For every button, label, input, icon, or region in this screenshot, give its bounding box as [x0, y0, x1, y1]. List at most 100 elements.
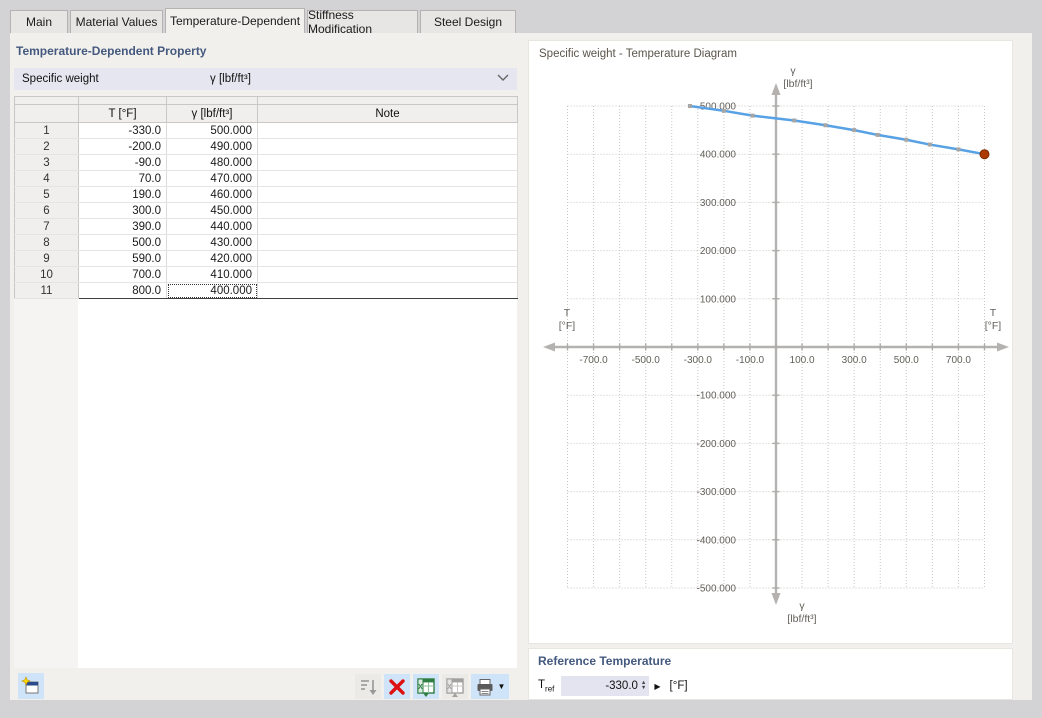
table-body: 1 -330.0 500.000 2 -200.0 490.000 3 -90.0 480.00…: [14, 122, 518, 299]
table-row: 2 -200.0 490.000: [14, 138, 518, 155]
svg-text:γ: γ: [790, 65, 796, 77]
note-cell[interactable]: [257, 122, 518, 139]
tref-value[interactable]: -330.0: [605, 680, 638, 692]
new-window-star-icon: [21, 676, 39, 694]
dialog-content: Temperature-Dependent Property Specific …: [10, 33, 1032, 700]
note-cell[interactable]: [257, 186, 518, 203]
row-number-cell[interactable]: 9: [14, 250, 79, 267]
svg-text:200.000: 200.000: [700, 246, 737, 257]
tref-spinner[interactable]: ▲ ▼: [640, 680, 647, 691]
property-name: Specific weight: [22, 73, 99, 85]
gamma-cell[interactable]: 400.000: [166, 282, 258, 299]
note-cell[interactable]: [257, 234, 518, 251]
table-row: 4 70.0 470.000: [14, 170, 518, 187]
tref-apply-arrow-icon[interactable]: ▶: [654, 681, 661, 691]
svg-text:500.000: 500.000: [700, 102, 737, 113]
svg-text:-100.000: -100.000: [697, 391, 737, 402]
svg-text:300.0: 300.0: [842, 355, 867, 366]
left-section-title: Temperature-Dependent Property: [16, 44, 207, 58]
t-cell[interactable]: 590.0: [78, 250, 167, 267]
svg-text:[lbf/ft³]: [lbf/ft³]: [787, 613, 816, 625]
table-row: 3 -90.0 480.000: [14, 154, 518, 171]
gamma-cell[interactable]: 500.000: [166, 122, 258, 139]
svg-text:400.000: 400.000: [700, 150, 737, 161]
t-cell[interactable]: -200.0: [78, 138, 167, 155]
table-row: 1 -330.0 500.000: [14, 122, 518, 139]
gamma-cell[interactable]: 450.000: [166, 202, 258, 219]
print-button[interactable]: ▼: [471, 674, 509, 699]
tab-stiffness-modification[interactable]: Stiffness Modification: [307, 8, 418, 36]
gamma-cell[interactable]: 490.000: [166, 138, 258, 155]
row-number-cell[interactable]: 8: [14, 234, 79, 251]
gamma-column-header[interactable]: γ [lbf/ft³]: [166, 104, 258, 123]
row-number-cell[interactable]: 7: [14, 218, 79, 235]
svg-text:500.0: 500.0: [894, 355, 919, 366]
t-cell[interactable]: 390.0: [78, 218, 167, 235]
table-row: 5 190.0 460.000: [14, 186, 518, 203]
tab-steel-design[interactable]: Steel Design: [420, 10, 516, 33]
t-cell[interactable]: 190.0: [78, 186, 167, 203]
table-row: 11 800.0 400.000: [14, 282, 518, 299]
gamma-cell[interactable]: 430.000: [166, 234, 258, 251]
svg-text:-400.000: -400.000: [697, 535, 737, 546]
import-excel-button: X: [442, 674, 468, 699]
row-number-cell[interactable]: 3: [14, 154, 79, 171]
t-cell[interactable]: -330.0: [78, 122, 167, 139]
gamma-cell[interactable]: 460.000: [166, 186, 258, 203]
reference-temperature-panel: Reference Temperature Tref -330.0 ▲ ▼ ▶ […: [528, 648, 1013, 700]
svg-text:-300.0: -300.0: [684, 355, 713, 366]
note-cell[interactable]: [257, 266, 518, 283]
note-column-header[interactable]: Note: [257, 104, 518, 123]
delete-row-button[interactable]: [384, 674, 410, 699]
note-cell[interactable]: [257, 250, 518, 267]
gamma-cell[interactable]: 410.000: [166, 266, 258, 283]
table-area: T [°F] γ [lbf/ft³] Note 1 -330.0 500.000 2-…: [14, 96, 518, 668]
table-row: 9 590.0 420.000: [14, 250, 518, 267]
tref-input[interactable]: -330.0 ▲ ▼: [561, 676, 650, 696]
row-number-cell[interactable]: 5: [14, 186, 79, 203]
table-toolbar: X X: [355, 674, 509, 699]
excel-import-icon: X: [446, 677, 464, 697]
note-cell[interactable]: [257, 170, 518, 187]
note-cell[interactable]: [257, 218, 518, 235]
row-number-cell[interactable]: 2: [14, 138, 79, 155]
note-cell[interactable]: [257, 282, 518, 299]
row-number-cell[interactable]: 1: [14, 122, 79, 139]
t-column-header[interactable]: T [°F]: [78, 104, 167, 123]
t-cell[interactable]: -90.0: [78, 154, 167, 171]
svg-text:-300.000: -300.000: [697, 487, 737, 498]
printer-icon: [477, 678, 493, 695]
gamma-cell[interactable]: 480.000: [166, 154, 258, 171]
row-number-cell[interactable]: 4: [14, 170, 79, 187]
note-cell[interactable]: [257, 138, 518, 155]
tab-temperature-dependent[interactable]: Temperature-Dependent: [165, 8, 305, 33]
tab-main[interactable]: Main: [10, 10, 68, 33]
export-excel-button[interactable]: X: [413, 674, 439, 699]
gamma-cell[interactable]: 440.000: [166, 218, 258, 235]
row-number-cell[interactable]: 6: [14, 202, 79, 219]
print-dropdown-caret[interactable]: ▼: [497, 682, 506, 691]
note-cell[interactable]: [257, 154, 518, 171]
row-number-cell[interactable]: 11: [14, 282, 79, 299]
gamma-cell[interactable]: 470.000: [166, 170, 258, 187]
t-cell[interactable]: 300.0: [78, 202, 167, 219]
gamma-cell[interactable]: 420.000: [166, 250, 258, 267]
row-number-cell[interactable]: 10: [14, 266, 79, 283]
t-cell[interactable]: 700.0: [78, 266, 167, 283]
red-x-icon: [389, 678, 405, 695]
svg-text:[°F]: [°F]: [559, 320, 576, 332]
chevron-down-icon[interactable]: [497, 73, 509, 85]
new-property-button[interactable]: [18, 673, 44, 699]
t-cell[interactable]: 800.0: [78, 282, 167, 299]
property-dropdown[interactable]: Specific weight γ [lbf/ft³]: [14, 68, 517, 90]
svg-text:T: T: [564, 307, 571, 319]
t-cell[interactable]: 500.0: [78, 234, 167, 251]
tab-material-values[interactable]: Material Values: [70, 10, 163, 33]
corner-header: [14, 104, 79, 123]
note-cell[interactable]: [257, 202, 518, 219]
tref-label: Tref: [538, 678, 555, 694]
tref-unit: [°F]: [669, 680, 688, 692]
t-cell[interactable]: 70.0: [78, 170, 167, 187]
svg-text:100.0: 100.0: [790, 355, 815, 366]
